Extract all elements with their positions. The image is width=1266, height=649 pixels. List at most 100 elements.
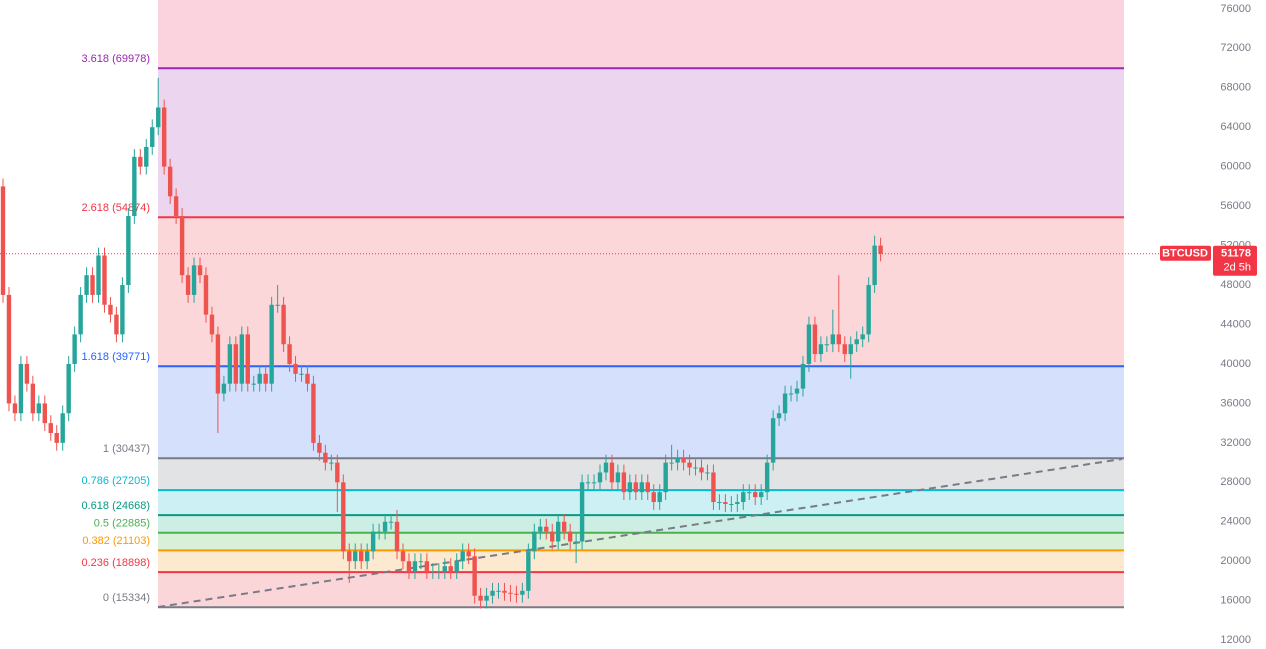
candle-body bbox=[179, 216, 185, 276]
candle-body bbox=[227, 344, 233, 384]
candle-body bbox=[466, 551, 471, 557]
y-tick-label: 24000 bbox=[1220, 516, 1251, 528]
fib-zone bbox=[158, 490, 1124, 516]
candle-body bbox=[144, 146, 149, 167]
candle-body bbox=[735, 502, 740, 505]
candle-body bbox=[556, 521, 561, 542]
candle-body bbox=[496, 590, 501, 592]
candle-body bbox=[705, 472, 710, 474]
candle-body bbox=[502, 590, 507, 593]
candle-body bbox=[603, 462, 609, 473]
fib-zone bbox=[158, 532, 1124, 551]
candle-body bbox=[579, 482, 585, 542]
candle-body bbox=[388, 521, 394, 523]
candle-body bbox=[842, 344, 847, 355]
fib-label: 0.382 (21103) bbox=[82, 535, 150, 547]
candle-body bbox=[382, 521, 388, 532]
y-tick-label: 28000 bbox=[1220, 476, 1251, 488]
candle-body bbox=[173, 196, 179, 217]
fib-zone bbox=[158, 366, 1124, 459]
candle-body bbox=[156, 107, 161, 128]
trend-line bbox=[157, 458, 1123, 608]
candle-body bbox=[526, 551, 531, 591]
y-tick-label: 32000 bbox=[1220, 437, 1251, 449]
candle-body bbox=[323, 452, 328, 463]
candle-body bbox=[12, 403, 18, 414]
candle-body bbox=[872, 245, 877, 286]
candle-body bbox=[221, 383, 227, 394]
candle-body bbox=[848, 344, 853, 355]
candle-body bbox=[394, 521, 400, 552]
candle-body bbox=[251, 383, 256, 385]
candle-body bbox=[460, 551, 465, 562]
fib-label: 0.618 (24668) bbox=[82, 500, 151, 512]
candle-body bbox=[532, 531, 537, 552]
y-tick-label: 64000 bbox=[1220, 121, 1251, 133]
candle-body bbox=[591, 482, 597, 484]
candle-body bbox=[364, 551, 370, 562]
candle-body bbox=[567, 531, 573, 542]
y-tick-label: 68000 bbox=[1220, 82, 1251, 94]
candle-body bbox=[329, 462, 334, 464]
fib-label: 0 (15334) bbox=[103, 592, 150, 604]
candle-body bbox=[687, 462, 692, 468]
candle-body bbox=[60, 413, 65, 443]
candle-body bbox=[520, 590, 525, 595]
candle-body bbox=[573, 541, 579, 543]
candle-body bbox=[723, 502, 728, 505]
candle-body bbox=[645, 482, 650, 493]
countdown-label: 2d 5h bbox=[1223, 262, 1251, 274]
candle-body bbox=[729, 504, 734, 506]
candle-body bbox=[281, 304, 286, 345]
candle-body bbox=[854, 339, 859, 345]
fib-zone bbox=[158, 572, 1124, 608]
fib-zone bbox=[158, 68, 1124, 218]
fib-label: 3.618 (69978) bbox=[82, 53, 151, 65]
candle-body bbox=[663, 462, 668, 493]
y-tick-label: 44000 bbox=[1220, 318, 1251, 330]
candle-body bbox=[699, 467, 704, 473]
candle-body bbox=[824, 344, 830, 346]
candle-body bbox=[48, 423, 53, 433]
candle-body bbox=[42, 403, 47, 424]
y-tick-label: 48000 bbox=[1220, 279, 1251, 291]
candle-body bbox=[96, 255, 101, 295]
candle-body bbox=[633, 482, 639, 493]
candle-body bbox=[114, 314, 119, 335]
candle-body bbox=[514, 593, 519, 595]
candle-body bbox=[830, 334, 836, 345]
candle-body bbox=[818, 344, 824, 355]
candle-body bbox=[639, 482, 644, 493]
candle-body bbox=[866, 285, 871, 335]
candle-body bbox=[776, 413, 782, 419]
candle-body bbox=[788, 393, 794, 395]
fib-zone bbox=[158, 0, 1124, 69]
candle-body bbox=[472, 556, 477, 596]
candle-body bbox=[197, 265, 203, 276]
candle-body bbox=[335, 462, 340, 483]
y-tick-label: 60000 bbox=[1220, 161, 1251, 173]
candle-body bbox=[508, 592, 513, 594]
candle-body bbox=[257, 373, 262, 384]
candle-body bbox=[454, 561, 459, 572]
candle-body bbox=[436, 571, 442, 573]
candle-body bbox=[412, 561, 418, 572]
candle-body bbox=[860, 334, 865, 340]
candle-body bbox=[185, 275, 191, 295]
candle-body bbox=[275, 304, 280, 306]
candle-body bbox=[741, 492, 746, 503]
candle-body bbox=[561, 521, 567, 532]
candle-body bbox=[675, 457, 680, 463]
candle-body bbox=[239, 334, 244, 384]
candle-body bbox=[191, 265, 197, 295]
candle-body bbox=[138, 156, 143, 167]
candle-body bbox=[669, 462, 674, 464]
price-axis: 12000 16000 20000 24000 28000 32000 36000 40000… bbox=[1160, 3, 1251, 646]
candles bbox=[0, 77, 883, 609]
candle-body bbox=[627, 482, 633, 493]
candle-body bbox=[442, 566, 447, 572]
y-tick-label: 20000 bbox=[1220, 555, 1251, 567]
candle-body bbox=[550, 531, 555, 542]
candle-body bbox=[305, 373, 310, 384]
